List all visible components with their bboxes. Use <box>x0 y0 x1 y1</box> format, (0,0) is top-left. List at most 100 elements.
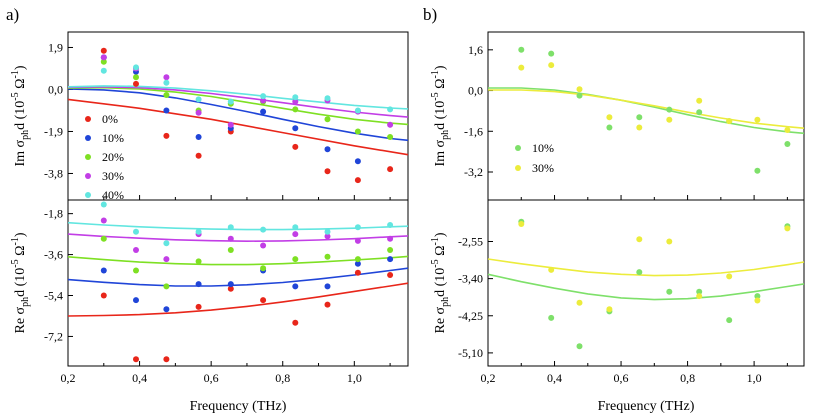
y-tick-label: -2,55 <box>458 235 483 249</box>
x-tick-label: 1,0 <box>347 371 362 385</box>
y-axis-label: Im σphd (10-5 Ω-1) <box>430 65 451 166</box>
data-point-30pct <box>576 86 583 93</box>
x-tick-label: 0,8 <box>680 371 695 385</box>
data-point-30pct <box>195 109 202 116</box>
data-point-30pct <box>163 74 170 81</box>
data-point-30pct <box>696 293 703 300</box>
data-point-40pct <box>260 93 267 100</box>
data-point-20pct <box>133 74 139 81</box>
data-point-10pct <box>696 109 703 116</box>
data-point-0pct <box>324 301 331 308</box>
data-point-30pct <box>666 238 673 245</box>
fit-line-20pct <box>67 86 409 126</box>
legend-label: 30% <box>532 161 554 175</box>
data-point-10pct <box>696 288 703 295</box>
data-point-30pct <box>324 233 331 240</box>
data-point-0pct <box>133 356 139 363</box>
fit-line-30pct <box>488 89 805 129</box>
data-point-30pct <box>354 237 361 244</box>
data-point-40pct <box>387 106 394 113</box>
y-tick-label: -7,2 <box>44 329 63 343</box>
legend-label: 20% <box>102 150 124 164</box>
fit-line-10pct <box>67 88 409 142</box>
fit-line-30pct <box>487 258 805 277</box>
data-point-10pct <box>100 267 107 274</box>
panel-a-im-plot: 1,9 0,0 -1,9 -3,8 Im σphd (10-5 Ω-1) 0% 10% 20%… <box>10 31 409 202</box>
y-axis-label: Re σphd (10-5 Ω-1) <box>10 232 31 333</box>
data-point-10pct <box>195 281 202 288</box>
data-point-0pct <box>195 152 202 159</box>
y-tick-label: -5,10 <box>458 346 483 360</box>
legend-label: 30% <box>102 169 124 183</box>
data-point-30pct <box>548 62 555 69</box>
data-point-30pct <box>696 97 703 104</box>
data-point-0pct <box>163 132 170 139</box>
legend-label: 0% <box>102 112 118 126</box>
data-point-30pct <box>227 121 234 128</box>
data-point-30pct <box>636 236 643 243</box>
y-tick-label: -4,25 <box>458 309 483 323</box>
data-point-10pct <box>227 281 234 288</box>
y-tick-label: 1,9 <box>48 40 63 54</box>
y-tick-label: -1,6 <box>464 124 483 138</box>
data-point-40pct <box>100 67 107 74</box>
data-point-30pct <box>292 98 299 105</box>
data-point-20pct <box>387 134 394 140</box>
data-point-30pct <box>666 116 673 123</box>
data-point-40pct <box>133 64 139 71</box>
data-point-10pct <box>606 124 613 131</box>
data-point-10pct <box>260 108 267 115</box>
legend-marker <box>85 116 91 122</box>
x-axis-label: Frequency (THz) <box>190 399 287 414</box>
data-point-30pct <box>260 97 267 104</box>
y-tick-label: -1,9 <box>44 124 63 138</box>
data-point-10pct <box>784 141 791 147</box>
data-point-10pct <box>636 269 643 276</box>
y-axis-label: Re σphd (10-5 Ω-1) <box>430 232 451 333</box>
data-point-30pct <box>163 256 170 263</box>
data-point-30pct <box>292 231 299 238</box>
data-point-10pct <box>292 125 299 132</box>
data-point-10pct <box>548 50 555 57</box>
fit-line-20pct <box>67 255 409 266</box>
data-point-20pct <box>163 92 170 98</box>
data-point-10pct <box>518 46 525 53</box>
data-point-0pct <box>163 356 170 363</box>
legend-marker <box>515 145 521 151</box>
fit-line-10pct <box>67 267 409 287</box>
data-point-0pct <box>387 272 394 278</box>
fit-line-30pct <box>67 233 409 243</box>
data-point-10pct <box>163 306 170 313</box>
data-point-0pct <box>100 47 107 54</box>
data-point-30pct <box>576 299 583 306</box>
x-tick-label: 0,2 <box>481 371 496 385</box>
data-point-20pct <box>354 256 361 263</box>
data-point-40pct <box>387 222 394 228</box>
data-point-40pct <box>260 226 267 233</box>
data-point-40pct <box>227 224 234 231</box>
data-point-0pct <box>292 319 299 326</box>
plot-frame <box>487 199 805 367</box>
panel-label-a: a) <box>6 5 19 24</box>
data-point-0pct <box>100 292 107 299</box>
data-point-40pct <box>163 240 170 247</box>
legend-label: 10% <box>102 131 124 145</box>
data-point-30pct <box>606 306 613 313</box>
data-point-30pct <box>784 225 791 232</box>
x-tick-label: 0,8 <box>275 371 290 385</box>
data-point-20pct <box>100 58 107 65</box>
data-point-20pct <box>354 128 361 135</box>
data-point-0pct <box>354 177 361 184</box>
y-axis-label: Im σphd (10-5 Ω-1) <box>10 65 31 166</box>
data-point-10pct <box>754 293 761 300</box>
data-point-20pct <box>227 247 234 253</box>
y-tick-label: -5,4 <box>44 289 63 303</box>
data-point-20pct <box>324 253 331 260</box>
fit-line-40pct <box>67 85 409 110</box>
data-point-20pct <box>260 265 267 272</box>
data-point-30pct <box>606 114 613 121</box>
data-point-0pct <box>292 143 299 150</box>
legend-marker <box>85 154 91 160</box>
data-point-10pct <box>666 288 673 295</box>
data-point-0pct <box>354 269 361 276</box>
